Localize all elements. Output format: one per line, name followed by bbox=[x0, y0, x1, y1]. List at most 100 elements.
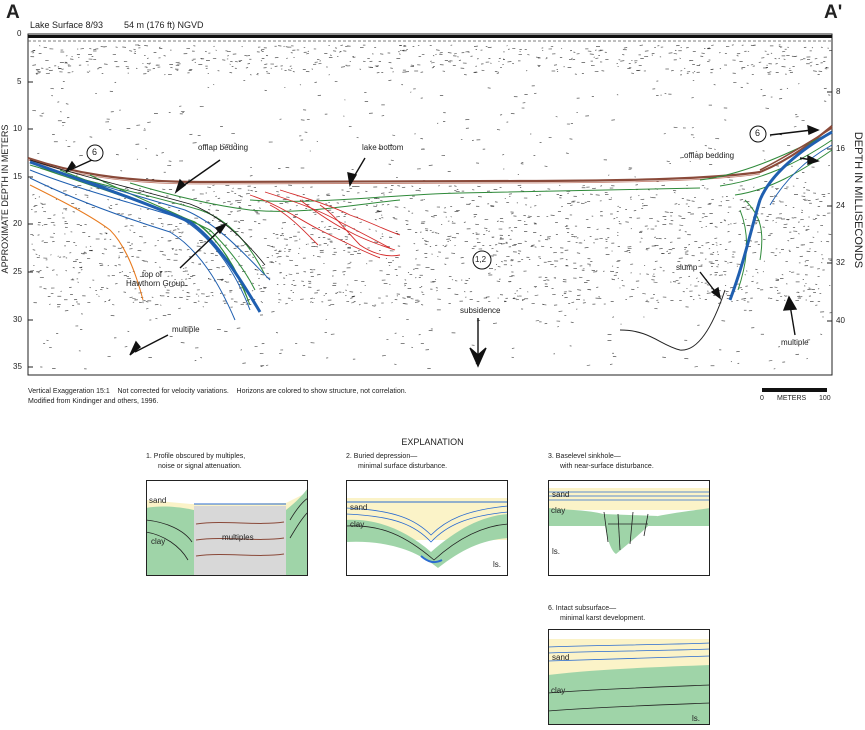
noise-speck bbox=[724, 260, 727, 262]
noise-speck bbox=[352, 56, 356, 58]
noise-speck bbox=[212, 184, 215, 186]
noise-speck bbox=[399, 53, 401, 55]
noise-speck bbox=[769, 233, 773, 235]
noise-speck bbox=[421, 304, 424, 306]
top-hawthorn-label-2: Hawthorn Group bbox=[126, 279, 185, 288]
noise-speck bbox=[792, 237, 795, 239]
noise-speck bbox=[762, 95, 766, 97]
noise-speck bbox=[76, 174, 78, 176]
noise-speck bbox=[115, 154, 119, 156]
noise-speck bbox=[161, 152, 164, 154]
tick-label-24ms: 24 bbox=[836, 201, 845, 210]
noise-speck bbox=[431, 62, 435, 64]
noise-speck bbox=[813, 70, 817, 72]
noise-speck bbox=[447, 52, 452, 54]
noise-speck bbox=[229, 72, 233, 74]
noise-speck bbox=[828, 233, 832, 235]
noise-speck bbox=[545, 58, 548, 60]
offlap-bedding-right-label: offlap bedding bbox=[684, 151, 735, 160]
noise-speck bbox=[671, 70, 674, 72]
noise-speck bbox=[768, 214, 772, 216]
noise-speck bbox=[259, 288, 263, 290]
noise-speck bbox=[606, 228, 610, 230]
noise-speck bbox=[591, 269, 596, 271]
noise-speck bbox=[185, 285, 188, 287]
noise-speck bbox=[395, 257, 399, 259]
noise-speck bbox=[582, 185, 585, 187]
noise-speck bbox=[776, 290, 779, 292]
noise-speck bbox=[577, 294, 581, 296]
noise-speck bbox=[385, 257, 388, 259]
noise-speck bbox=[245, 67, 249, 69]
noise-speck bbox=[222, 143, 226, 145]
noise-speck bbox=[679, 224, 684, 226]
noise-speck bbox=[324, 226, 326, 228]
elevation-label: 54 m (176 ft) NGVD bbox=[124, 20, 204, 30]
noise-speck bbox=[316, 274, 321, 276]
noise-speck bbox=[615, 272, 619, 274]
noise-speck bbox=[340, 66, 346, 68]
noise-speck bbox=[674, 203, 678, 205]
noise-speck bbox=[465, 51, 470, 53]
noise-speck bbox=[564, 297, 568, 299]
noise-speck bbox=[236, 210, 241, 212]
noise-speck bbox=[32, 64, 37, 66]
panel3-caption-1: 3. Baselevel sinkhole— bbox=[548, 453, 621, 460]
noise-speck bbox=[454, 293, 459, 295]
noise-speck bbox=[124, 187, 129, 189]
noise-speck bbox=[287, 69, 292, 71]
multiple-left-label: multiple bbox=[172, 325, 200, 334]
subsidence-label: subsidence bbox=[460, 306, 501, 315]
noise-speck bbox=[696, 277, 698, 279]
noise-speck bbox=[129, 50, 133, 52]
noise-speck bbox=[146, 308, 149, 310]
noise-speck bbox=[332, 270, 337, 272]
noise-speck bbox=[251, 282, 255, 284]
noise-speck bbox=[793, 126, 797, 128]
panel6-ls-label: ls. bbox=[692, 714, 700, 723]
noise-speck bbox=[706, 284, 709, 286]
noise-speck bbox=[392, 134, 396, 136]
noise-speck bbox=[418, 334, 421, 336]
noise-speck bbox=[809, 61, 813, 63]
noise-speck bbox=[264, 63, 268, 65]
tick-label-5: 5 bbox=[17, 77, 22, 86]
noise-speck bbox=[673, 53, 678, 55]
noise-speck bbox=[620, 60, 625, 62]
panel2-diagram bbox=[346, 480, 508, 576]
circle-6-right-label: 6 bbox=[755, 128, 761, 138]
noise-speck bbox=[250, 190, 253, 192]
noise-speck bbox=[586, 364, 591, 366]
noise-speck bbox=[372, 305, 376, 307]
noise-speck bbox=[705, 242, 710, 244]
top-hawthorn-label-1: top of bbox=[142, 270, 163, 279]
noise-speck bbox=[738, 287, 742, 289]
noise-speck bbox=[667, 252, 671, 254]
noise-speck bbox=[623, 47, 628, 49]
noise-speck bbox=[288, 250, 291, 252]
noise-speck bbox=[576, 252, 581, 254]
noise-speck bbox=[823, 87, 827, 89]
noise-speck bbox=[647, 228, 649, 230]
noise-speck bbox=[271, 255, 274, 257]
panel6-caption-2: minimal karst development. bbox=[560, 615, 646, 622]
tick-label-16ms: 16 bbox=[836, 144, 845, 153]
noise-speck bbox=[673, 192, 676, 194]
noise-speck bbox=[679, 57, 682, 59]
tick-label-10: 10 bbox=[13, 124, 22, 133]
noise-speck bbox=[73, 299, 78, 301]
profile-note-line1: Vertical Exaggeration 15:1 Not corrected… bbox=[28, 388, 407, 395]
noise-speck bbox=[736, 55, 739, 57]
noise-speck bbox=[750, 44, 755, 46]
noise-speck bbox=[468, 203, 471, 205]
noise-speck bbox=[233, 247, 237, 249]
circle-6-left-label: 6 bbox=[92, 147, 98, 157]
section-label-a-prime: A' bbox=[824, 2, 843, 23]
panel2-caption-1: 2. Buried depression— bbox=[346, 453, 418, 460]
noise-speck bbox=[146, 63, 151, 65]
noise-speck bbox=[52, 269, 55, 271]
noise-speck bbox=[271, 311, 275, 313]
noise-speck bbox=[217, 197, 221, 199]
slump-label: slump bbox=[676, 263, 698, 272]
noise-speck bbox=[374, 241, 379, 243]
